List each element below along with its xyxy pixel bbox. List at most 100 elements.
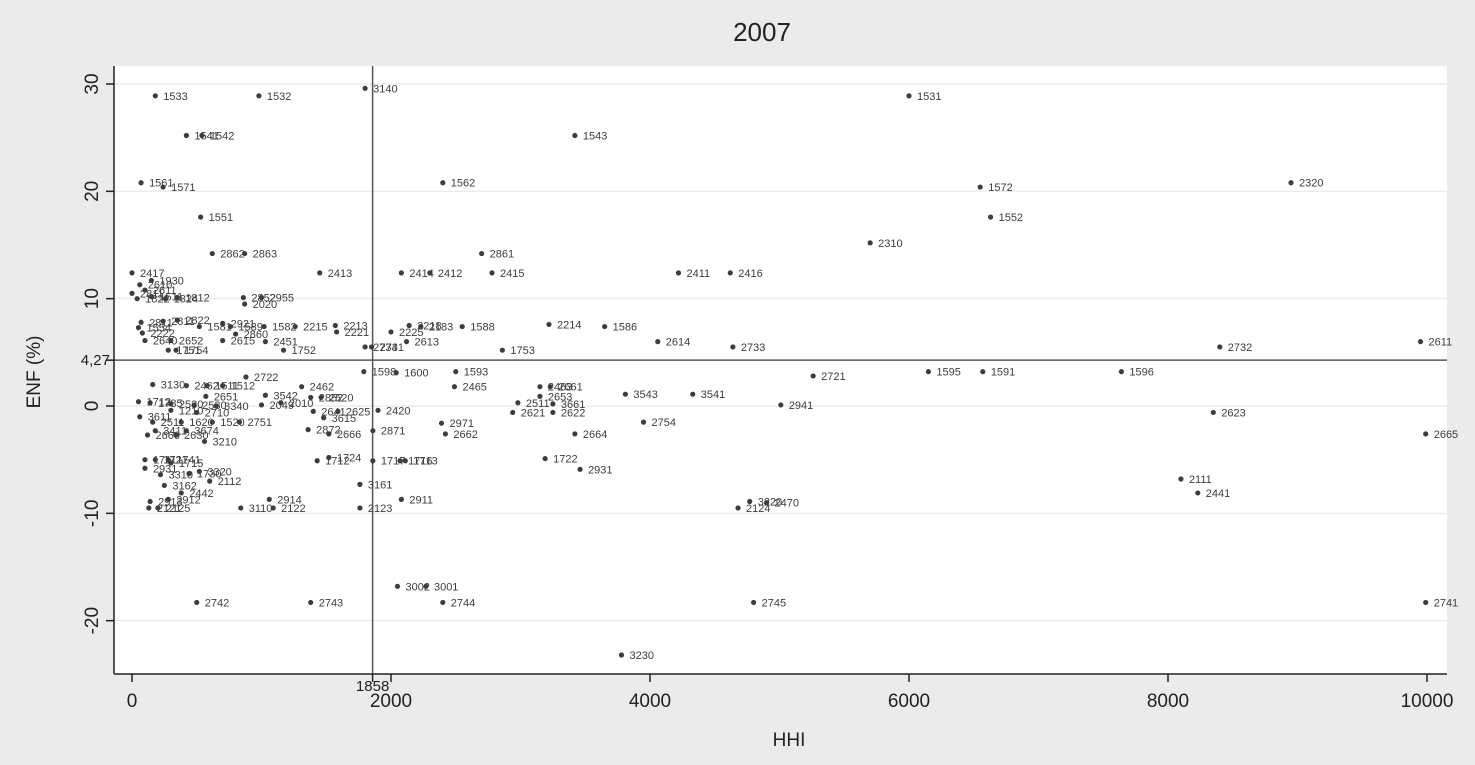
data-point-label: 1572: [988, 182, 1012, 194]
data-point: [233, 331, 239, 337]
data-point-label: 1822: [145, 294, 169, 306]
data-point: [550, 401, 556, 407]
data-point-label: 1751: [176, 345, 200, 357]
data-point: [1178, 476, 1184, 482]
data-point-label: 2912: [176, 494, 200, 506]
data-point-label: 3674: [194, 426, 218, 438]
data-point-label: 1554: [146, 323, 170, 335]
data-point-label: 2470: [775, 498, 799, 510]
data-point: [735, 505, 741, 511]
data-point-label: 1715: [179, 458, 203, 470]
data-point-label: 1824: [174, 294, 198, 306]
data-point-label: 1562: [451, 178, 475, 190]
data-point-label: 2861: [490, 249, 514, 261]
data-point: [332, 322, 338, 329]
data-point-label: 2218: [417, 321, 441, 333]
data-point-label: 2872: [316, 425, 340, 437]
data-point: [173, 347, 179, 353]
data-point-label: 1596: [1129, 367, 1153, 379]
data-point: [157, 472, 164, 478]
data-point: [168, 401, 174, 407]
data-point: [987, 214, 994, 220]
data-point: [196, 323, 202, 330]
data-point: [129, 270, 135, 276]
data-point-label: 1754: [184, 345, 208, 357]
data-point-label: 2462: [310, 382, 334, 394]
data-point-label: 3110: [249, 503, 273, 515]
data-point-label: 2111: [1189, 474, 1212, 486]
data-point-label: 2413: [328, 268, 352, 280]
data-point: [173, 432, 179, 438]
data-point-label: 1930: [159, 275, 183, 287]
data-point-label: 2630: [184, 430, 208, 442]
data-point: [370, 428, 376, 434]
data-point-label: 1551: [209, 212, 233, 224]
data-point: [577, 466, 583, 472]
data-point-label: 2610: [148, 280, 172, 292]
data-point: [489, 270, 495, 276]
data-point-label: 2530: [179, 399, 203, 411]
data-point-label: 2913: [158, 497, 182, 509]
data-point: [334, 329, 340, 335]
data-point: [148, 293, 155, 300]
data-point: [160, 318, 166, 324]
data-point: [418, 323, 424, 330]
data-point: [209, 250, 215, 257]
y-axis-title: ENF (%): [24, 336, 45, 409]
data-point-label: 2611: [1429, 337, 1453, 349]
data-point: [174, 294, 180, 301]
data-point: [207, 478, 213, 484]
data-point: [977, 184, 983, 190]
data-point-label: 2710: [205, 407, 229, 419]
data-point-label: 2222: [150, 328, 174, 340]
data-point: [220, 320, 226, 326]
data-point: [299, 384, 305, 390]
data-point: [138, 180, 144, 186]
data-point-label: 1582: [272, 322, 296, 334]
data-point: [778, 402, 784, 408]
data-point: [142, 457, 148, 463]
data-point-label: 2871: [381, 426, 405, 438]
data-point-label: 2862: [220, 249, 244, 261]
data-point: [137, 414, 143, 420]
data-point: [398, 270, 404, 276]
data-point-label: 2921: [231, 318, 255, 330]
data-point-label: 1593: [464, 367, 488, 379]
data-point: [550, 409, 556, 416]
data-point-label: 2125: [166, 503, 190, 515]
data-point-label: 2415: [500, 268, 524, 280]
data-point: [165, 496, 171, 502]
x-tick-label: 10000: [1401, 691, 1454, 712]
data-point: [138, 319, 144, 325]
data-point-label: 2412: [438, 268, 462, 280]
data-point-label: 1531: [917, 91, 941, 103]
data-point-label: 1712: [325, 456, 349, 468]
data-point: [308, 394, 314, 401]
data-point-label: 1512: [231, 381, 255, 393]
data-point-label: 3615: [332, 413, 356, 425]
data-point-label: 2640: [153, 336, 177, 348]
x-tick-label: 6000: [888, 691, 930, 712]
data-point: [361, 369, 367, 375]
data-point: [142, 287, 148, 293]
data-point: [152, 457, 158, 463]
data-point: [393, 370, 399, 376]
data-point-label: 2613: [415, 337, 439, 349]
data-point: [867, 240, 873, 246]
data-point: [243, 374, 249, 380]
data-point: [547, 384, 553, 390]
data-point-label: 2121: [157, 503, 181, 515]
data-point-label: 2020: [253, 299, 277, 311]
data-point: [209, 419, 215, 425]
data-point: [278, 400, 284, 406]
data-point: [168, 337, 174, 344]
data-point: [135, 325, 142, 331]
data-point-label: 2520: [329, 392, 353, 404]
data-point: [423, 583, 429, 589]
data-point: [183, 428, 189, 434]
data-point: [440, 180, 446, 186]
data-point-label: 1713: [413, 456, 437, 468]
data-point-label: 1598: [372, 367, 396, 379]
data-point-label: 2744: [451, 597, 475, 609]
